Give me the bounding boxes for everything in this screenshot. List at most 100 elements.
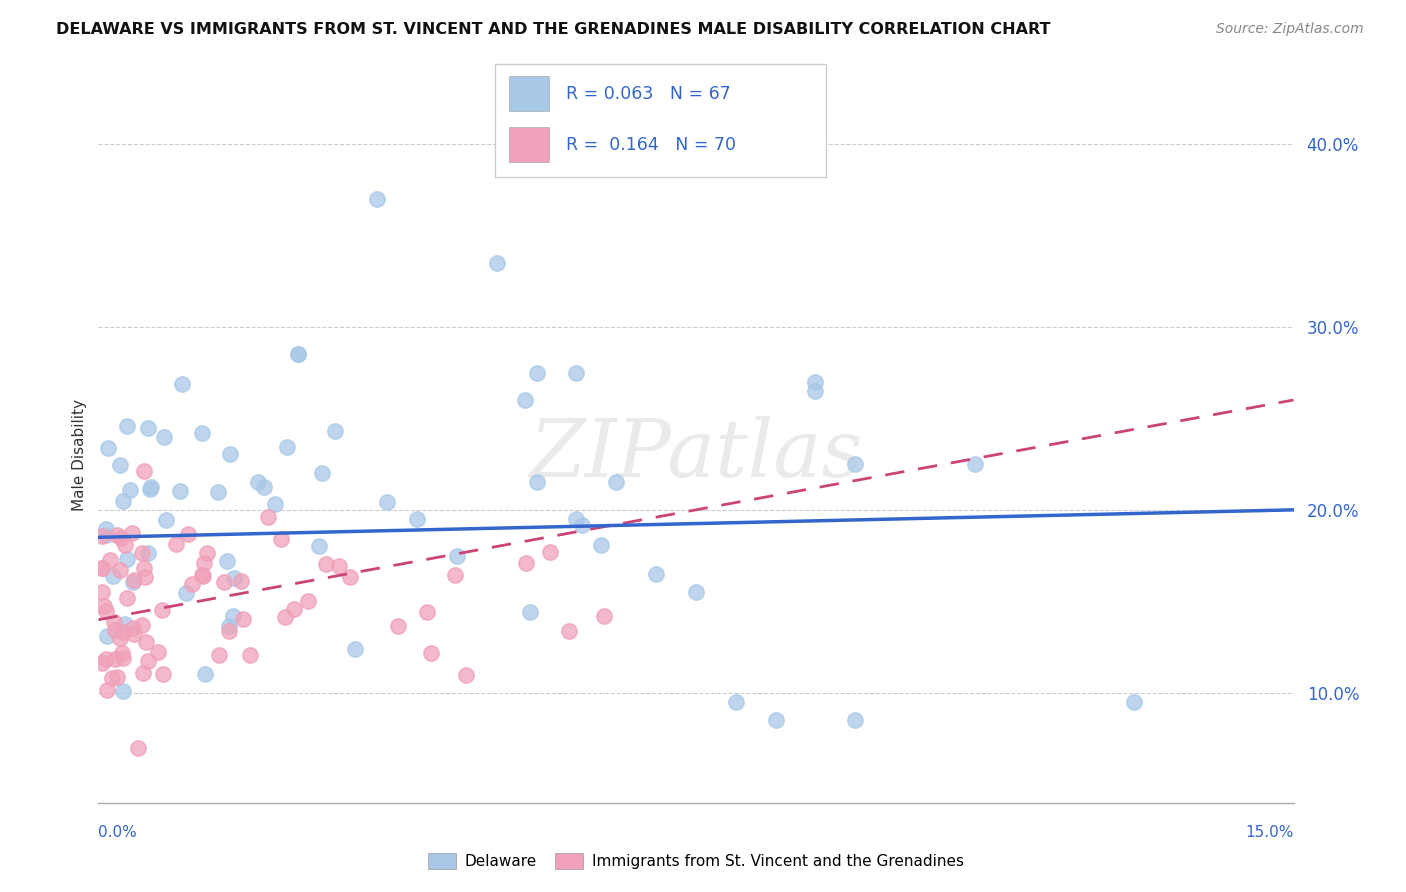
Point	[111, 646, 134, 660]
Text: 0.0%: 0.0%	[98, 825, 138, 840]
Point	[456, 668, 478, 682]
Point	[217, 554, 239, 568]
Point	[127, 740, 149, 755]
Point	[239, 648, 262, 662]
Point	[232, 612, 254, 626]
Point	[108, 563, 131, 577]
Point	[804, 375, 827, 389]
Point	[765, 714, 787, 728]
Point	[177, 527, 200, 541]
Point	[328, 558, 350, 573]
Point	[565, 366, 588, 380]
Point	[558, 624, 581, 639]
Point	[152, 666, 174, 681]
Point	[132, 464, 155, 478]
Point	[111, 684, 134, 698]
Point	[91, 585, 114, 599]
Point	[117, 419, 139, 434]
Point	[311, 467, 333, 481]
Point	[131, 546, 153, 560]
Point	[264, 497, 287, 511]
Point	[221, 609, 243, 624]
Point	[605, 475, 627, 490]
Point	[94, 604, 117, 618]
Point	[96, 522, 118, 536]
Point	[98, 553, 121, 567]
Point	[416, 605, 439, 619]
Point	[96, 528, 118, 542]
Point	[193, 569, 215, 583]
Point	[526, 475, 548, 490]
Text: R = 0.063   N = 67: R = 0.063 N = 67	[567, 85, 731, 103]
Point	[212, 574, 235, 589]
Point	[115, 591, 138, 606]
Point	[132, 665, 155, 680]
Point	[153, 430, 176, 444]
Point	[256, 509, 278, 524]
Point	[97, 441, 120, 455]
Point	[104, 652, 127, 666]
Point	[375, 494, 398, 508]
Point	[105, 527, 128, 541]
FancyBboxPatch shape	[495, 63, 827, 178]
Point	[103, 615, 125, 629]
Point	[297, 594, 319, 608]
Point	[169, 483, 191, 498]
Point	[515, 556, 537, 570]
Point	[195, 546, 218, 560]
Point	[419, 646, 441, 660]
Point	[155, 513, 177, 527]
Point	[844, 457, 866, 471]
Point	[645, 566, 668, 581]
Point	[111, 624, 134, 639]
Point	[194, 667, 217, 681]
Point	[224, 572, 246, 586]
Point	[139, 482, 162, 496]
Point	[308, 539, 330, 553]
Point	[174, 586, 197, 600]
Point	[538, 545, 561, 559]
Point	[685, 585, 707, 599]
Point	[101, 568, 124, 582]
Point	[105, 670, 128, 684]
Point	[219, 447, 242, 461]
Point	[315, 557, 337, 571]
Point	[136, 421, 159, 435]
Point	[724, 695, 747, 709]
Point	[114, 538, 136, 552]
Text: Source: ZipAtlas.com: Source: ZipAtlas.com	[1216, 22, 1364, 37]
Point	[181, 577, 204, 591]
Bar	[509, 77, 550, 112]
Point	[218, 619, 240, 633]
Point	[208, 648, 231, 662]
Point	[218, 624, 240, 638]
Point	[134, 569, 156, 583]
Point	[91, 561, 114, 575]
Point	[387, 619, 409, 633]
Point	[283, 601, 305, 615]
Point	[571, 518, 593, 533]
Text: R =  0.164   N = 70: R = 0.164 N = 70	[567, 136, 737, 153]
Point	[287, 347, 309, 361]
Point	[135, 635, 157, 649]
Point	[276, 440, 298, 454]
Text: 15.0%: 15.0%	[1246, 825, 1294, 840]
Point	[565, 512, 588, 526]
Point	[148, 645, 170, 659]
Point	[253, 480, 276, 494]
Point	[121, 621, 143, 635]
Point	[136, 546, 159, 560]
Point	[406, 512, 429, 526]
Point	[287, 347, 309, 361]
Legend: Delaware, Immigrants from St. Vincent and the Grenadines: Delaware, Immigrants from St. Vincent an…	[422, 847, 970, 875]
Point	[91, 528, 114, 542]
Text: ZIPatlas: ZIPatlas	[529, 417, 863, 493]
Point	[191, 568, 214, 582]
Point	[446, 549, 468, 563]
Point	[104, 623, 127, 637]
Point	[139, 480, 162, 494]
Point	[963, 457, 986, 471]
Point	[132, 561, 155, 575]
Point	[131, 617, 153, 632]
Point	[122, 573, 145, 587]
